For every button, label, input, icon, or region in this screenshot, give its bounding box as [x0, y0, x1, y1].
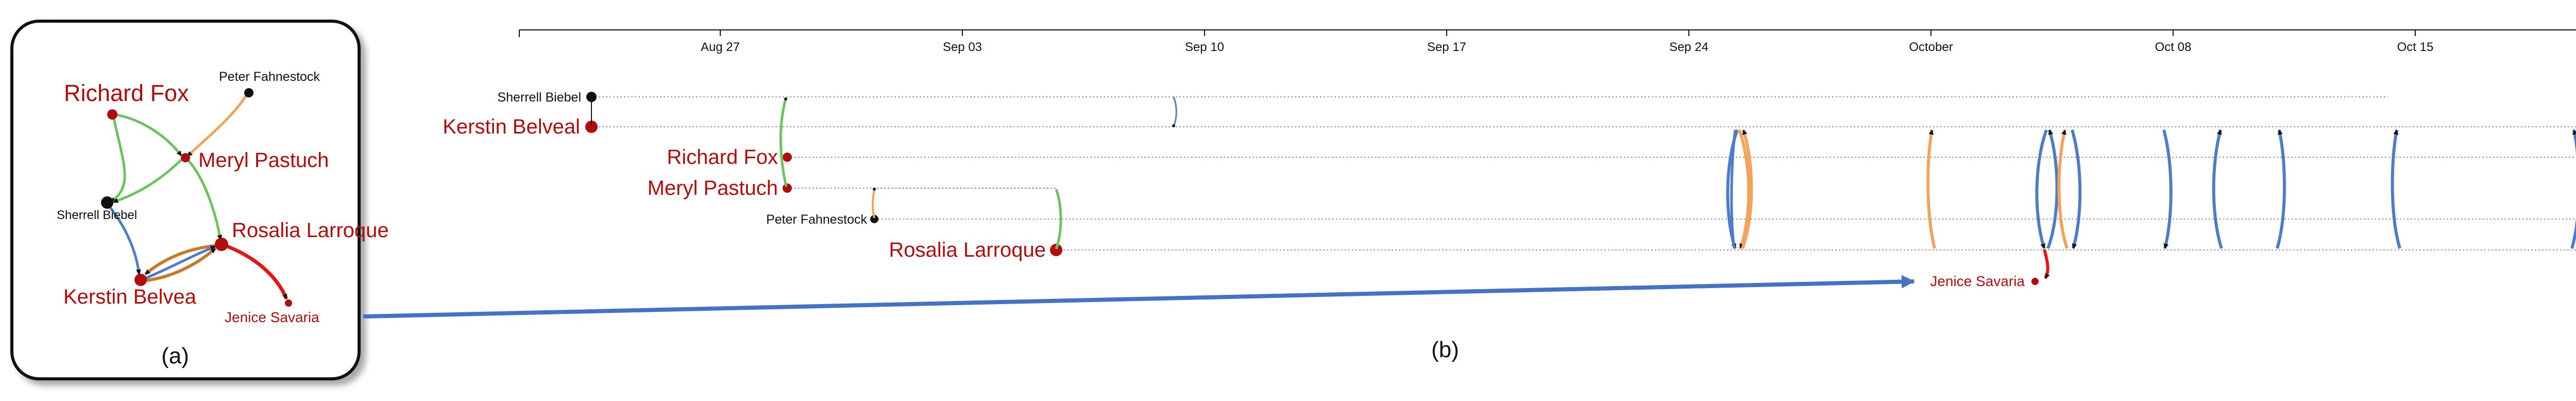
link-peter-orange	[872, 189, 875, 219]
arc-cluster1-orange-a	[1738, 129, 1751, 249]
arc-jenice-red	[2043, 249, 2050, 279]
label-peter: Peter Fahnestock	[219, 70, 320, 84]
node-rosalia	[215, 238, 228, 251]
link-richard-meryl-green	[779, 98, 788, 187]
axis-tick-label: Oct 08	[2155, 40, 2192, 54]
label-rosalia: Rosalia Larroque	[232, 219, 389, 242]
arc-oct-blue-5	[2276, 129, 2286, 249]
arc-oct-blue-7	[2570, 129, 2576, 249]
row-label-richard: Richard Fox	[667, 146, 778, 169]
link-meryl-rosalia-green	[1055, 189, 1062, 249]
row-label-peter: Peter Fahnestock	[766, 212, 867, 227]
edge-peter-meryl	[187, 93, 249, 157]
row-node-peter	[870, 215, 878, 223]
axis-tick-label: Sep 24	[1669, 40, 1708, 54]
arc-oct-blue-3	[2162, 129, 2173, 249]
edge-sherrell-kerstin	[107, 204, 141, 275]
connector-arrow	[363, 275, 1915, 319]
arc-oct-orange-2c	[2057, 129, 2069, 249]
edge-kerstin-rosalia-1	[142, 247, 216, 282]
caption-b: (b)	[1431, 337, 1459, 362]
label-richard: Richard Fox	[64, 80, 189, 106]
axis-tick-label: Sep 17	[1427, 40, 1466, 54]
link-dot-top	[784, 97, 787, 101]
edge-kerstin-rosalia-2	[145, 245, 216, 280]
arc-oct-blue-2d	[2071, 129, 2082, 249]
row-node-kerstin	[585, 121, 598, 133]
panel-a-frame	[10, 20, 361, 380]
jenice-node	[2031, 278, 2039, 285]
link-blue-dot	[1172, 124, 1175, 127]
row-node-sherrell	[586, 92, 597, 102]
node-meryl	[181, 153, 190, 162]
arc-oct-blue-4	[2212, 129, 2223, 249]
axis-tick-label: Sep 10	[1185, 40, 1224, 54]
arc-oct-blue-2b	[2046, 129, 2059, 249]
panel-b-timeline: Aug 27 Sep 03 Sep 10 Sep 17 Sep 24 October Oct…	[443, 29, 2576, 362]
arc-oct-orange-1	[1926, 129, 1936, 249]
label-meryl: Meryl Pastuch	[198, 149, 329, 172]
row-node-rosalia	[1050, 244, 1062, 256]
node-kerstin	[134, 274, 147, 286]
jenice-label: Jenice Savaria	[1930, 273, 2025, 289]
row-label-sherrell: Sherrell Biebel	[497, 90, 581, 105]
axis-tick-label: Sep 03	[943, 40, 982, 54]
arc-oct-blue-2a	[2035, 129, 2048, 249]
node-richard	[107, 109, 117, 120]
label-jenice: Jenice Savaria	[225, 309, 319, 325]
label-sherrell: Sherrell Biebel	[57, 208, 137, 222]
axis-tick-label: October	[1909, 40, 1953, 54]
edge-richard-meryl	[114, 113, 182, 157]
arc-cluster1-orange-b	[1741, 129, 1753, 249]
arc-oct-blue-6	[2391, 129, 2401, 249]
edge-richard-sherrell	[110, 115, 126, 204]
row-label-kerstin: Kerstin Belveal	[443, 115, 580, 138]
panel-a-network: Richard Fox Peter Fahnestock Meryl Pastu…	[57, 70, 389, 369]
link-peter-dot	[873, 188, 876, 191]
axis-ticks: Aug 27 Sep 03 Sep 10 Sep 17 Sep 24 October Oct…	[701, 30, 2433, 54]
edge-rosalia-kerstin-1	[144, 244, 220, 276]
row-node-meryl	[783, 183, 792, 193]
edge-meryl-rosalia	[188, 160, 223, 240]
row-label-meryl: Meryl Pastuch	[648, 177, 778, 199]
label-kerstin: Kerstin Belvea	[63, 286, 197, 308]
axis-tick-label: Oct 15	[2397, 40, 2434, 54]
link-sherrell-kerstin-blue	[1173, 96, 1177, 126]
caption-a: (a)	[161, 343, 189, 369]
node-jenice	[285, 299, 292, 307]
node-sherrell	[101, 196, 113, 209]
row-label-rosalia: Rosalia Larroque	[889, 239, 1046, 261]
axis-tick-label: Aug 27	[701, 40, 740, 54]
edge-rosalia-jenice	[224, 243, 289, 300]
node-peter	[244, 88, 253, 97]
row-node-richard	[783, 153, 792, 162]
edge-meryl-sherrell	[113, 159, 182, 204]
arc-cluster1-blue-b	[1730, 129, 1737, 249]
